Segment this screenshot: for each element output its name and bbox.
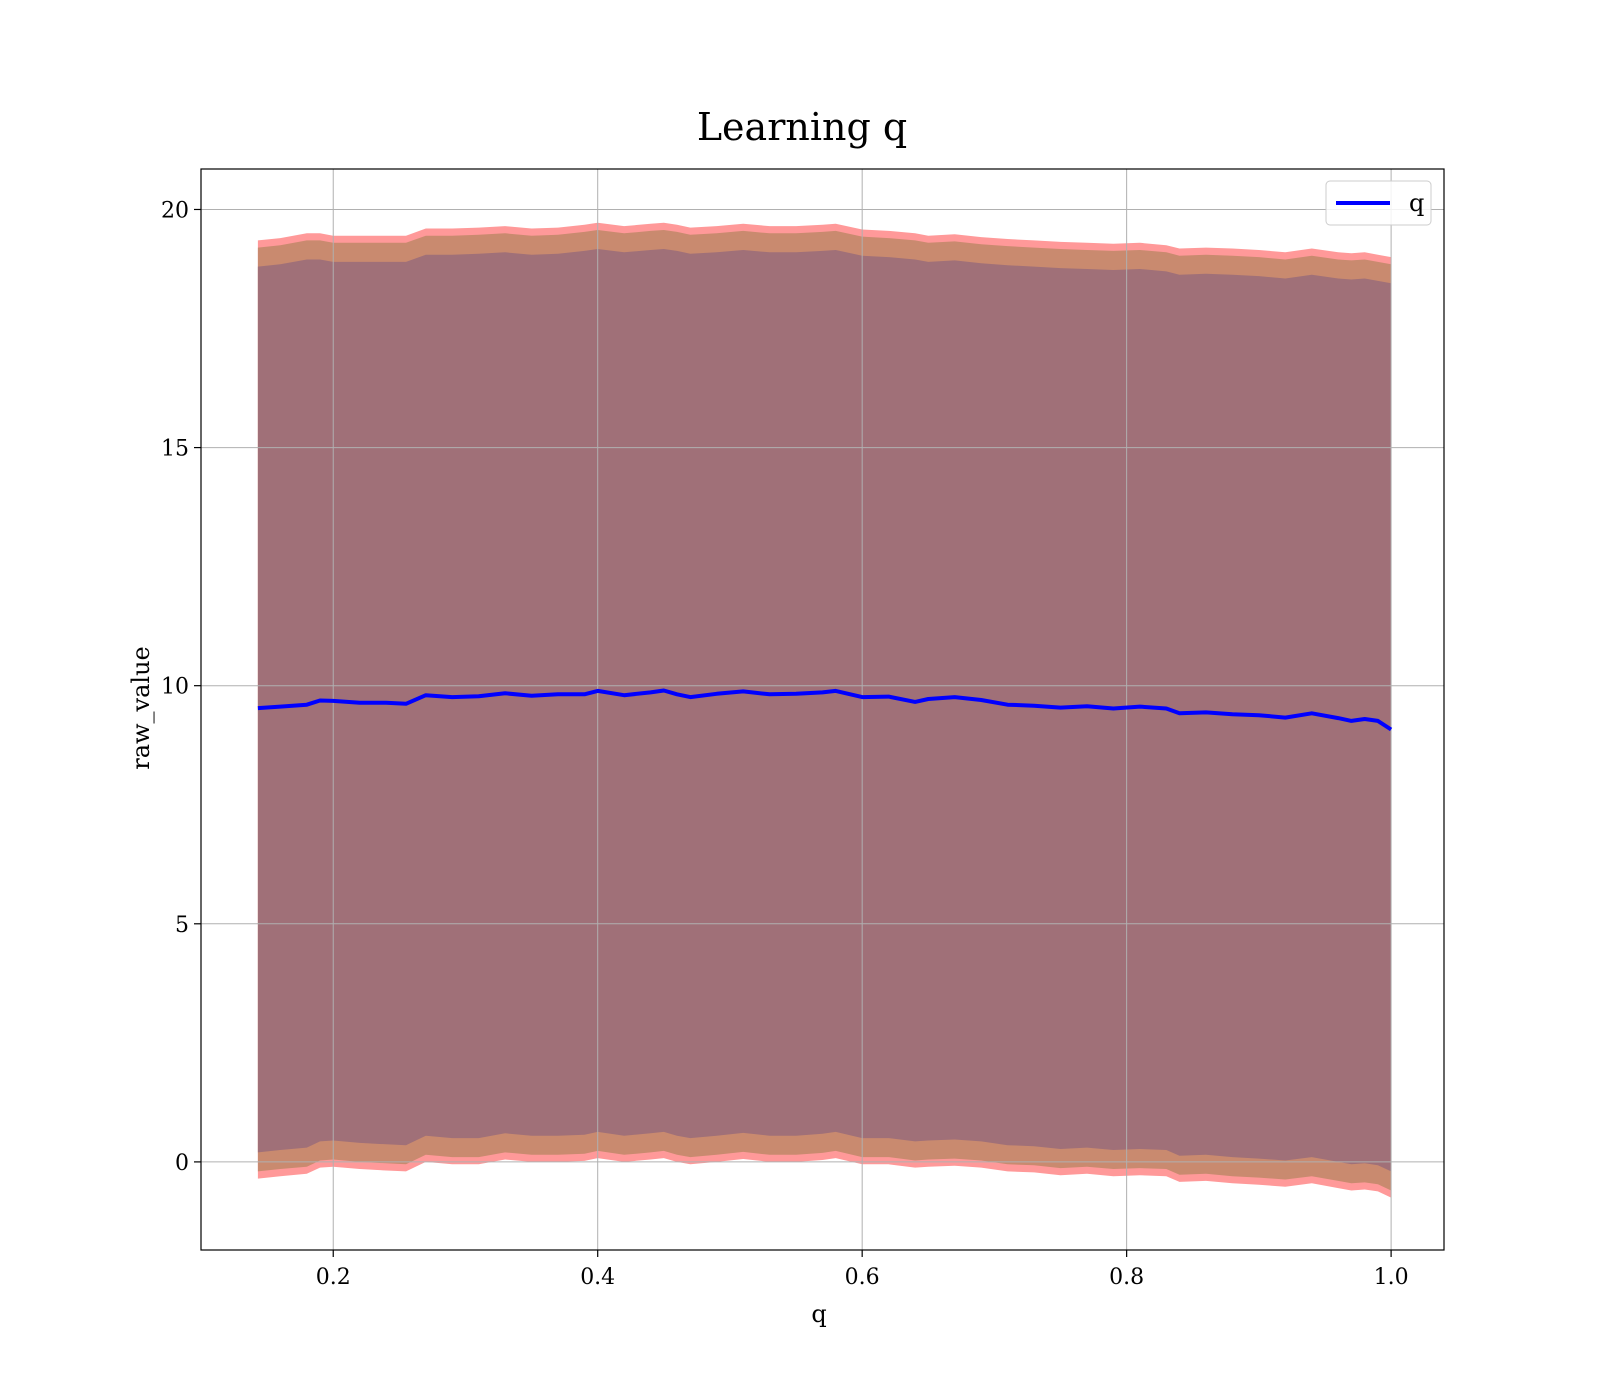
chart-title: Learning q <box>697 105 907 149</box>
series-line-q <box>257 688 1393 732</box>
y-tick-label: 20 <box>161 198 189 223</box>
legend-label-q: q <box>1409 189 1424 217</box>
x-axis-label: q <box>811 1300 826 1328</box>
x-tick-label: 0.2 <box>316 1265 351 1290</box>
x-tick-label: 1.0 <box>1374 1265 1409 1290</box>
y-axis-label: raw_value <box>127 646 155 770</box>
y-tick-label: 15 <box>161 437 189 462</box>
plot-area: 0.2 0.4 0.6 0.8 1.0 0 5 10 15 20 <box>161 168 1445 1290</box>
axes-frame <box>200 168 1445 1251</box>
y-tick-label: 5 <box>175 913 189 938</box>
legend: q <box>1325 180 1432 226</box>
x-tick-label: 0.4 <box>580 1265 615 1290</box>
x-tick-label: 0.8 <box>1109 1265 1144 1290</box>
confidence-band-inner <box>257 249 1392 1172</box>
y-tick-label: 10 <box>161 675 189 700</box>
y-tick-label: 0 <box>175 1151 189 1176</box>
x-tick-label: 0.6 <box>845 1265 880 1290</box>
